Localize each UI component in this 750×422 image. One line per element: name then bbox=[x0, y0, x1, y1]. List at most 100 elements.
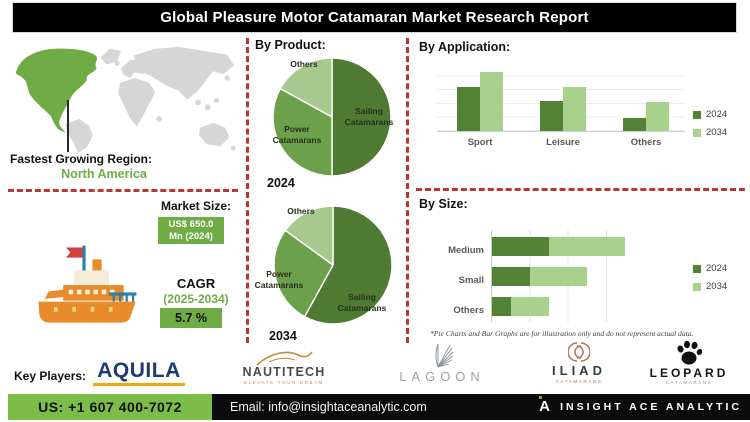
application-plot bbox=[437, 64, 685, 132]
pie-chart-2024 bbox=[271, 56, 393, 178]
legend-label: 2024 bbox=[706, 263, 728, 274]
aquila-wordmark: AQUILA bbox=[97, 359, 181, 382]
pie1-power-label: Power Catamarans bbox=[272, 124, 322, 146]
europe bbox=[121, 59, 150, 79]
category-label: Others bbox=[453, 305, 484, 316]
size-bar-row bbox=[492, 267, 644, 286]
north-america-region bbox=[15, 48, 97, 133]
australia bbox=[198, 122, 230, 147]
cagr-value: 5.7 % bbox=[160, 308, 222, 328]
legend-label: 2024 bbox=[706, 109, 728, 120]
south-america bbox=[65, 118, 93, 154]
category-label: Sport bbox=[467, 137, 493, 148]
bar-others-2034 bbox=[646, 102, 669, 131]
pie1-sailing-label: Sailing Catamarans bbox=[344, 106, 394, 128]
cagr-period: (2025-2034) bbox=[163, 292, 229, 306]
illustration-disclaimer: *Pie Charts and Bar Graphs are for illus… bbox=[430, 329, 694, 338]
size-legend: 2024 2034 bbox=[693, 263, 727, 292]
application-bar-group bbox=[623, 64, 669, 131]
lagoon-wordmark: LAGOON bbox=[399, 369, 485, 384]
fastest-growing-region-value: North America bbox=[61, 167, 147, 181]
size-bar-row bbox=[492, 297, 644, 316]
pie-chart-2034 bbox=[272, 204, 394, 326]
legend-swatch bbox=[693, 128, 701, 137]
africa bbox=[118, 78, 156, 127]
world-map bbox=[6, 42, 240, 155]
logo-nautitech: NAUTITECH ELEVATE YOUR DREAM bbox=[226, 349, 342, 385]
world-map-svg bbox=[15, 46, 236, 154]
bar-others-2024 bbox=[623, 117, 646, 131]
logo-green-dot bbox=[539, 396, 543, 399]
pie1-others-label: Others bbox=[290, 59, 318, 69]
catamaran-boat-illustration bbox=[32, 240, 142, 332]
legend-swatch bbox=[693, 282, 701, 291]
insight-ace-logo-icon: A bbox=[539, 396, 550, 415]
leopard-tagline: CATAMARANS bbox=[665, 380, 713, 386]
iliad-wordmark: ILIAD bbox=[552, 363, 606, 378]
legend-entry-2024: 2024 bbox=[693, 109, 727, 120]
chimney bbox=[92, 259, 102, 273]
upper-cabin bbox=[74, 270, 109, 286]
hull-windows bbox=[54, 307, 113, 312]
bar-medium-2024 bbox=[492, 237, 549, 256]
by-product-heading: By Product: bbox=[255, 38, 326, 52]
size-bar-row bbox=[492, 237, 644, 256]
cagr-label: CAGR bbox=[176, 276, 216, 291]
bar-sport-2024 bbox=[457, 87, 480, 131]
category-label: Small bbox=[458, 275, 484, 286]
market-size-value: US$ 650.0 Mn (2024) bbox=[158, 217, 224, 244]
hull bbox=[38, 301, 136, 323]
legend-entry-2024: 2024 bbox=[693, 263, 727, 274]
legend-label: 2034 bbox=[706, 281, 728, 292]
email-address: Email: info@insightaceanalytic.com bbox=[230, 400, 427, 414]
lagoon-fan-icon bbox=[435, 343, 454, 368]
region-pointer-line bbox=[67, 100, 69, 152]
legend-swatch bbox=[693, 110, 701, 119]
bar-leisure-2034 bbox=[563, 87, 586, 131]
left-divider bbox=[8, 189, 238, 192]
bar-leisure-2024 bbox=[540, 100, 563, 131]
nautitech-tagline: ELEVATE YOUR DREAM bbox=[243, 379, 325, 385]
page-title: Global Pleasure Motor Catamaran Market R… bbox=[13, 3, 736, 32]
aquila-underline bbox=[93, 383, 185, 386]
footer-bar: Email: info@insightaceanalytic.com A INS… bbox=[212, 394, 750, 420]
nautitech-swoosh-icon bbox=[256, 351, 313, 366]
greenland bbox=[100, 48, 122, 65]
railing bbox=[109, 292, 137, 302]
pie2-power-label: Power Catamarans bbox=[254, 269, 304, 291]
bar-small-2024 bbox=[492, 267, 530, 286]
by-size-heading: By Size: bbox=[419, 197, 468, 211]
legend-swatch bbox=[693, 264, 701, 273]
nautitech-wordmark: NAUTITECH bbox=[242, 365, 326, 379]
logo-iliad: ILIAD CATAMARANS bbox=[541, 341, 617, 384]
bar-small-2034 bbox=[530, 267, 587, 286]
flag bbox=[65, 247, 84, 258]
category-label: Medium bbox=[448, 245, 484, 256]
size-categories: Medium Small Others bbox=[420, 241, 484, 331]
pie2-sailing-label: Sailing Catamarans bbox=[337, 292, 387, 314]
pie2-year-label: 2034 bbox=[269, 329, 297, 343]
logo-aquila: AQUILA bbox=[93, 360, 185, 386]
asia bbox=[133, 46, 235, 100]
legend-entry-2034: 2034 bbox=[693, 127, 727, 138]
legend-label: 2034 bbox=[706, 127, 728, 138]
logo-lagoon: LAGOON bbox=[388, 342, 496, 385]
mast bbox=[82, 245, 86, 274]
bar-sport-2034 bbox=[480, 72, 503, 131]
bar-others-2024 bbox=[492, 297, 511, 316]
leopard-paw-icon bbox=[677, 340, 702, 365]
logo-leopard: LEOPARD CATAMARANS bbox=[633, 340, 745, 385]
middle-right-divider bbox=[406, 38, 409, 343]
iliad-circle-icon bbox=[568, 342, 590, 362]
bar-others-2034 bbox=[511, 297, 549, 316]
application-bar-group bbox=[540, 64, 586, 131]
pie2-others-label: Others bbox=[287, 206, 315, 216]
right-divider bbox=[416, 188, 745, 191]
brand-block: A INSIGHT ACE ANALYTIC bbox=[538, 394, 742, 420]
bar-medium-2034 bbox=[549, 237, 625, 256]
fastest-growing-region-label: Fastest Growing Region: bbox=[10, 152, 153, 166]
category-label: Others bbox=[630, 137, 662, 148]
by-application-heading: By Application: bbox=[419, 40, 511, 54]
key-players-label: Key Players: bbox=[14, 369, 87, 383]
